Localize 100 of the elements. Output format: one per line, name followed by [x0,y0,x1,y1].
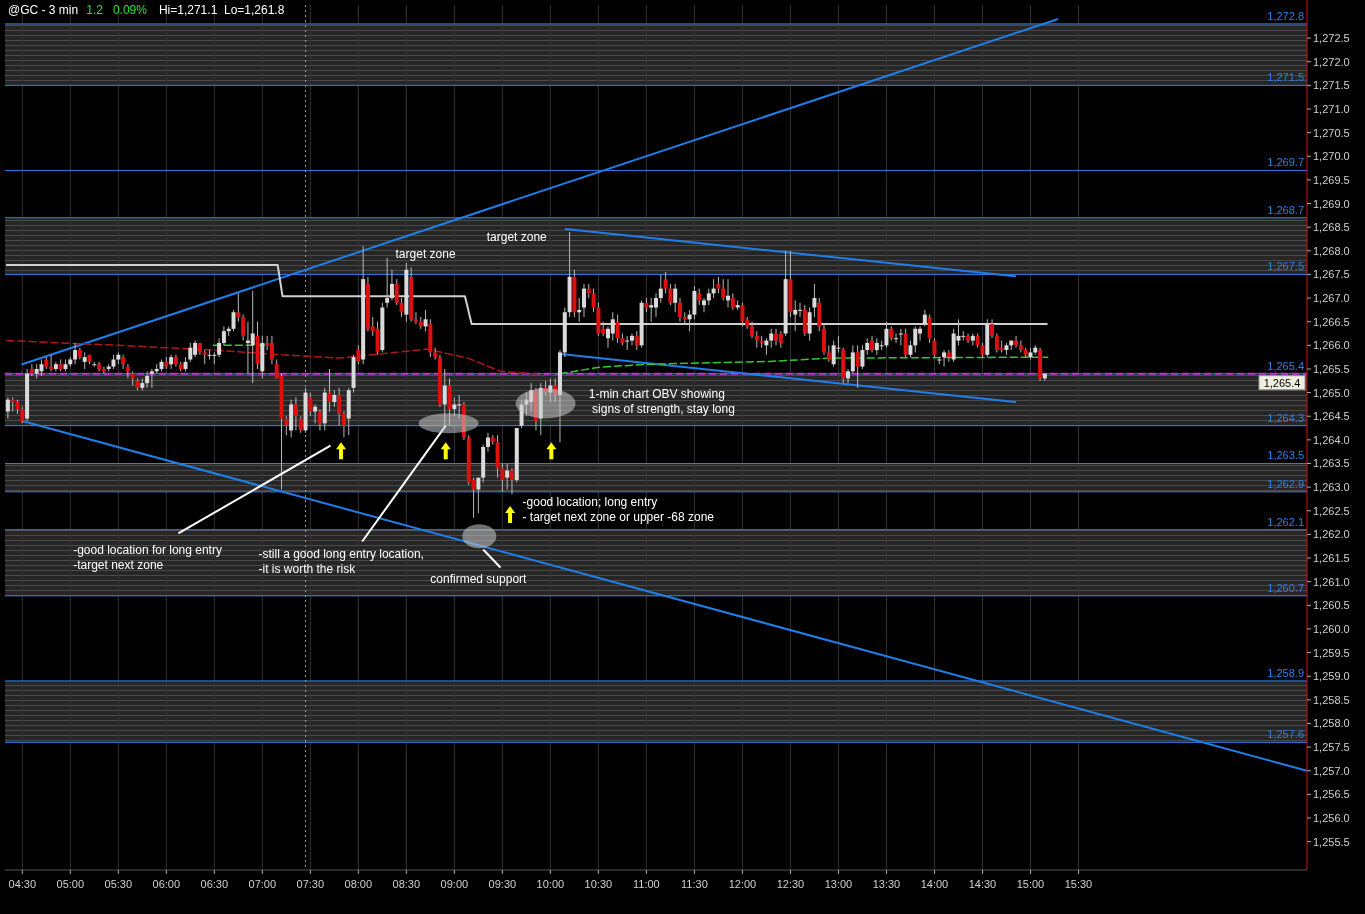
annotation: target zone [395,247,456,262]
annotation: confirmed support [430,572,528,587]
x-tick-label: 14:30 [968,878,997,890]
x-tick-label: 07:00 [248,878,277,890]
y-tick-label: 1,262.5 [1313,504,1350,517]
candlestick [341,411,346,438]
candlestick [394,278,399,306]
chart-title: @GC - 3 min [8,3,79,17]
candlestick [591,288,596,313]
candlestick [29,363,34,377]
candlestick [356,344,361,365]
annotation: -good location for long entry -target next zone [73,542,222,572]
x-tick-label: 12:30 [776,878,805,890]
ref-line-label: 1,262.1 [1267,515,1304,528]
candlestick [702,297,707,313]
x-tick-label: 13:30 [872,878,901,890]
annotation: 1-min chart OBV showing signs of strength, stay long [588,387,735,417]
candlestick [692,285,697,320]
x-tick-label: 09:30 [488,878,517,890]
candlestick [831,340,836,368]
y-tick-label: 1,261.5 [1313,552,1350,565]
chart-subtitle: 1.2 0.09% [86,3,148,17]
x-tick-label: 14:00 [920,878,949,890]
candlestick [145,370,150,389]
candlestick [942,349,947,368]
y-tick-label: 1,270.0 [1313,150,1350,163]
candlestick [548,377,553,403]
x-tick-label: 08:30 [392,878,421,890]
y-tick-label: 1,263.5 [1313,457,1350,470]
annotation: Hi=1,271.1 Lo=1,261.8 [158,3,285,17]
annotation: target zone [486,230,548,245]
candlestick [73,342,78,365]
candlestick [250,290,255,384]
x-tick-label: 10:30 [584,878,613,890]
candlestick [375,321,380,356]
candlestick [442,368,447,427]
ref-line-label: 1,262.9 [1267,477,1304,490]
y-tick-label: 1,265.5 [1313,362,1350,375]
candlestick [774,328,779,346]
candlestick [121,354,126,370]
x-tick-label: 06:00 [152,878,181,890]
y-tick-label: 1,266.0 [1313,339,1350,352]
candlestick [721,278,726,301]
candlestick [658,273,663,304]
candlestick [413,311,418,325]
x-tick-label: 15:30 [1064,878,1093,890]
candlestick [581,283,586,318]
candlestick [630,333,634,346]
y-tick-label: 1,256.0 [1313,812,1350,825]
candlestick [625,335,630,351]
candlestick [663,271,668,294]
x-tick-label: 12:00 [728,878,757,890]
candlestick [447,377,452,427]
candlestick [293,396,298,431]
candlestick [389,269,394,301]
annotation: -still a good long entry location, -it is worth the risk [258,547,424,577]
x-tick-label: 15:00 [1016,878,1045,890]
y-tick-label: 1,267.5 [1313,268,1350,281]
candlestick [207,349,212,361]
candlestick [221,325,226,346]
candlestick [452,396,457,417]
y-tick-label: 1,268.5 [1313,221,1350,234]
y-tick-label: 1,271.0 [1313,102,1350,115]
y-tick-label: 1,259.5 [1313,646,1350,659]
ref-line-label: 1,264.3 [1267,411,1304,424]
y-tick-label: 1,259.0 [1313,670,1350,683]
candlestick [553,377,558,403]
candlestick [812,283,817,318]
ref-line-label: 1,263.5 [1267,449,1304,462]
candlestick [217,337,222,358]
candlestick [932,337,937,358]
x-tick-label: 13:00 [824,878,853,890]
candlestick [740,302,745,327]
candlestick [149,368,154,389]
x-tick-label: 07:30 [296,878,325,890]
candlestick [668,283,673,306]
candlestick [505,463,510,490]
candlestick [673,283,678,313]
candlestick [802,304,807,337]
candlestick [308,392,313,417]
y-tick-label: 1,270.5 [1313,126,1350,139]
candlestick [313,403,318,424]
x-tick-label: 06:30 [200,878,229,890]
x-tick-label: 10:00 [536,878,565,890]
candlestick [615,314,620,344]
ref-line-label: 1,271.5 [1267,71,1304,84]
y-tick-label: 1,266.5 [1313,315,1350,328]
ref-line-label: 1,258.9 [1267,666,1304,679]
candlestick [634,330,639,351]
candlestick [855,344,860,389]
candlestick [327,368,332,412]
candlestick [769,328,774,349]
ref-line-label: 1,265.4 [1263,376,1301,389]
x-tick-label: 05:00 [56,878,85,890]
annotation: -good location; long entry - target next zone or upper -68 zone [522,495,715,525]
x-tick-label: 08:00 [344,878,373,890]
candlestick [860,344,865,370]
candlestick [970,333,975,346]
y-tick-label: 1,271.5 [1313,79,1350,92]
candlestick [927,314,932,344]
